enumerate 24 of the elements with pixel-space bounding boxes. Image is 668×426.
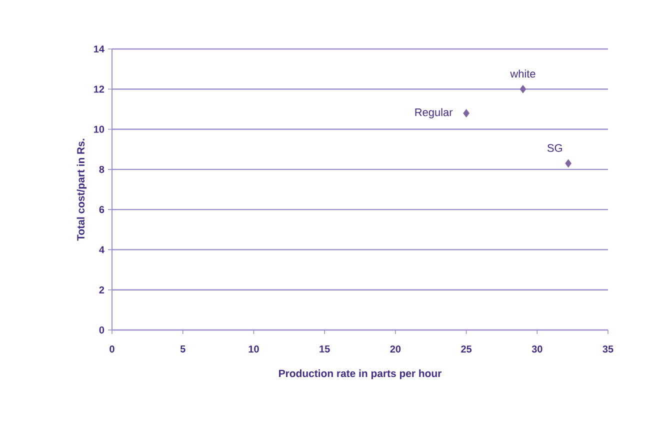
x-axis-title: Production rate in parts per hour <box>279 369 442 380</box>
y-tick-label: 8 <box>99 166 104 173</box>
x-tick-label: 30 <box>532 346 542 353</box>
annotation: SG <box>547 144 562 152</box>
x-tick-label: 10 <box>248 346 259 353</box>
point <box>520 84 526 94</box>
x-tick-label: 35 <box>602 346 614 353</box>
x-tick-label: 5 <box>180 346 186 352</box>
y-tick-label: 6 <box>99 206 104 214</box>
y-tick-label: 0 <box>99 326 104 334</box>
x-tick-label: 15 <box>320 346 330 352</box>
y-tick-label: 4 <box>99 246 104 254</box>
y-tick-label: 2 <box>99 286 104 294</box>
point <box>565 159 572 168</box>
y-tick-label: 10 <box>94 126 104 133</box>
y-tick-label: 12 <box>94 86 104 93</box>
y-tick-label: 14 <box>94 46 104 52</box>
x-tick-label: 25 <box>461 346 472 353</box>
annotation: white <box>510 70 536 78</box>
x-tick-label: 0 <box>110 346 114 353</box>
point <box>463 109 470 118</box>
annotation: Regular <box>415 108 453 118</box>
y-axis-title: Total cost/part in Rs. <box>76 138 87 241</box>
x-tick-label: 20 <box>390 346 401 353</box>
